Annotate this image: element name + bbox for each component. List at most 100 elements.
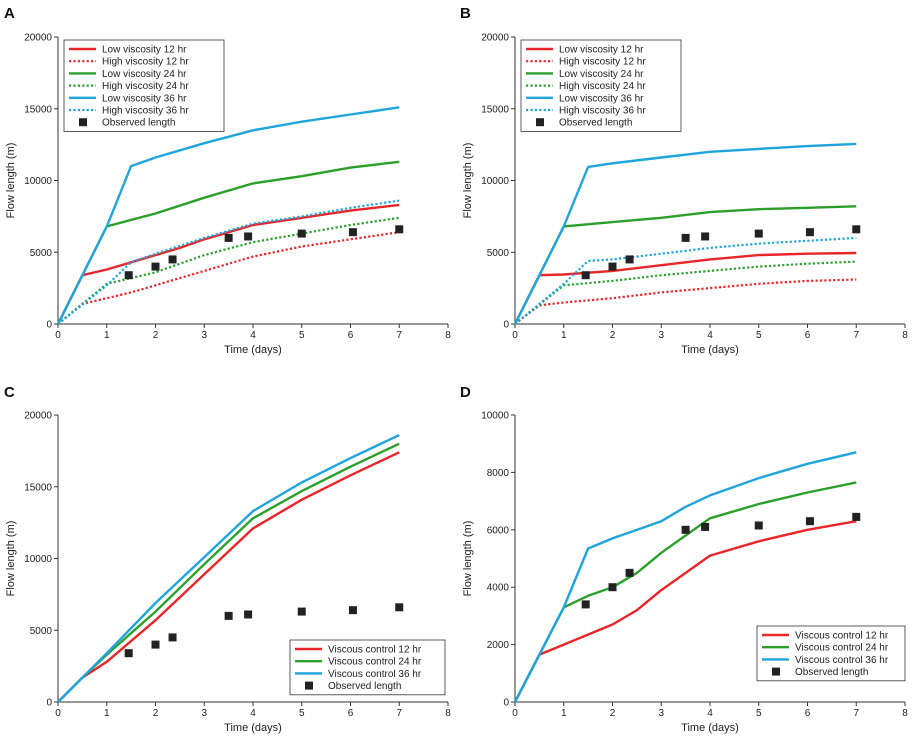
y-tick-label: 10000 [481, 411, 509, 422]
series-line [513, 251, 857, 325]
panel-letter: B [460, 5, 471, 22]
x-tick-label: 8 [445, 708, 451, 719]
legend-label: Low viscosity 12 hr [559, 45, 644, 56]
x-tick-label: 6 [805, 330, 811, 341]
x-axis-label: Time (days) [224, 722, 282, 734]
y-tick-label: 15000 [24, 104, 52, 115]
y-tick-label: 4000 [487, 583, 510, 594]
observed-point [395, 225, 404, 234]
observed-point [805, 228, 814, 237]
x-tick-label: 7 [853, 708, 859, 719]
observed-point [224, 233, 233, 242]
x-tick-label: 1 [561, 708, 567, 719]
x-tick-label: 5 [299, 708, 305, 719]
observed-point [754, 229, 763, 238]
y-axis-label: Flow length (m) [462, 521, 474, 597]
panel-a: A 0 1 2 3 4 5 6 7 8 0 5000 10000 15000 20000 Time (days… [4, 5, 451, 356]
observed-point [297, 229, 306, 238]
x-tick-label: 1 [104, 708, 110, 719]
y-tick-label: 5000 [30, 248, 53, 259]
y-tick-label: 20000 [481, 33, 509, 44]
y-axis-label: Flow length (m) [462, 143, 474, 219]
observed-point [297, 607, 306, 616]
observed-point [224, 611, 233, 620]
x-axis-label: Time (days) [681, 722, 739, 734]
series-line [513, 520, 857, 703]
panel-c: C 0 1 2 3 4 5 6 7 8 0 5000 10000 15000 20000 Time (days… [4, 384, 451, 734]
x-tick-label: 2 [153, 330, 159, 341]
legend-marker [305, 681, 313, 690]
observed-point [244, 232, 253, 241]
observed-point [805, 517, 814, 526]
observed-point [124, 271, 133, 280]
x-tick-label: 0 [55, 330, 61, 341]
observed-point [701, 232, 710, 241]
observed-point [701, 522, 710, 531]
legend-label: Low viscosity 24 hr [559, 69, 644, 80]
legend-marker [536, 118, 544, 127]
series-line [513, 481, 857, 703]
legend-label: High viscosity 24 hr [102, 81, 189, 92]
x-tick-label: 4 [707, 330, 713, 341]
y-tick-label: 5000 [487, 248, 510, 259]
series-line [57, 231, 400, 325]
series-line [514, 260, 857, 325]
x-axis-label: Time (days) [224, 344, 282, 356]
x-tick-label: 8 [902, 330, 908, 341]
series-line [513, 451, 857, 703]
x-tick-label: 1 [561, 330, 567, 341]
x-tick-label: 2 [610, 708, 616, 719]
x-tick-label: 1 [104, 330, 110, 341]
observed-point [244, 610, 253, 619]
y-tick-label: 20000 [24, 33, 52, 44]
legend-box [520, 39, 682, 132]
x-tick-label: 3 [201, 330, 207, 341]
panel-letter: C [4, 384, 15, 401]
observed-point [348, 228, 357, 237]
x-tick-label: 0 [512, 330, 518, 341]
x-tick-label: 3 [658, 330, 664, 341]
y-tick-label: 0 [46, 698, 52, 709]
legend-label: Low viscosity 24 hr [102, 69, 187, 80]
series-line [57, 199, 400, 325]
y-tick-label: 10000 [24, 176, 52, 187]
x-tick-label: 7 [396, 330, 402, 341]
observed-point [852, 512, 861, 521]
observed-point [168, 255, 177, 264]
panel-letter: A [4, 5, 15, 22]
observed-point [608, 583, 617, 592]
x-tick-label: 4 [250, 708, 256, 719]
x-tick-label: 8 [445, 330, 451, 341]
y-tick-label: 20000 [24, 411, 52, 422]
x-tick-label: 2 [153, 708, 159, 719]
x-tick-label: 8 [902, 708, 908, 719]
legend-label: High viscosity 12 hr [559, 57, 646, 68]
legend-label: Observed length [328, 681, 401, 692]
series-line [513, 142, 857, 325]
x-tick-label: 6 [348, 708, 354, 719]
observed-point [681, 233, 690, 242]
legend-label: High viscosity 12 hr [102, 57, 189, 68]
observed-point [151, 640, 160, 649]
legend-label: Low viscosity 12 hr [102, 45, 187, 56]
y-tick-label: 0 [46, 320, 52, 331]
legend-label: High viscosity 36 hr [559, 106, 646, 117]
y-tick-label: 0 [503, 320, 509, 331]
x-tick-label: 7 [853, 330, 859, 341]
x-tick-label: 3 [201, 708, 207, 719]
series-line [57, 451, 400, 703]
y-tick-label: 2000 [487, 640, 510, 651]
y-tick-label: 10000 [481, 176, 509, 187]
y-tick-label: 5000 [30, 626, 53, 637]
observed-point [625, 568, 634, 577]
x-tick-label: 5 [756, 708, 762, 719]
series-line [513, 205, 857, 325]
observed-point [625, 255, 634, 264]
legend-label: Viscous control 36 hr [328, 669, 422, 680]
x-tick-label: 0 [55, 708, 61, 719]
